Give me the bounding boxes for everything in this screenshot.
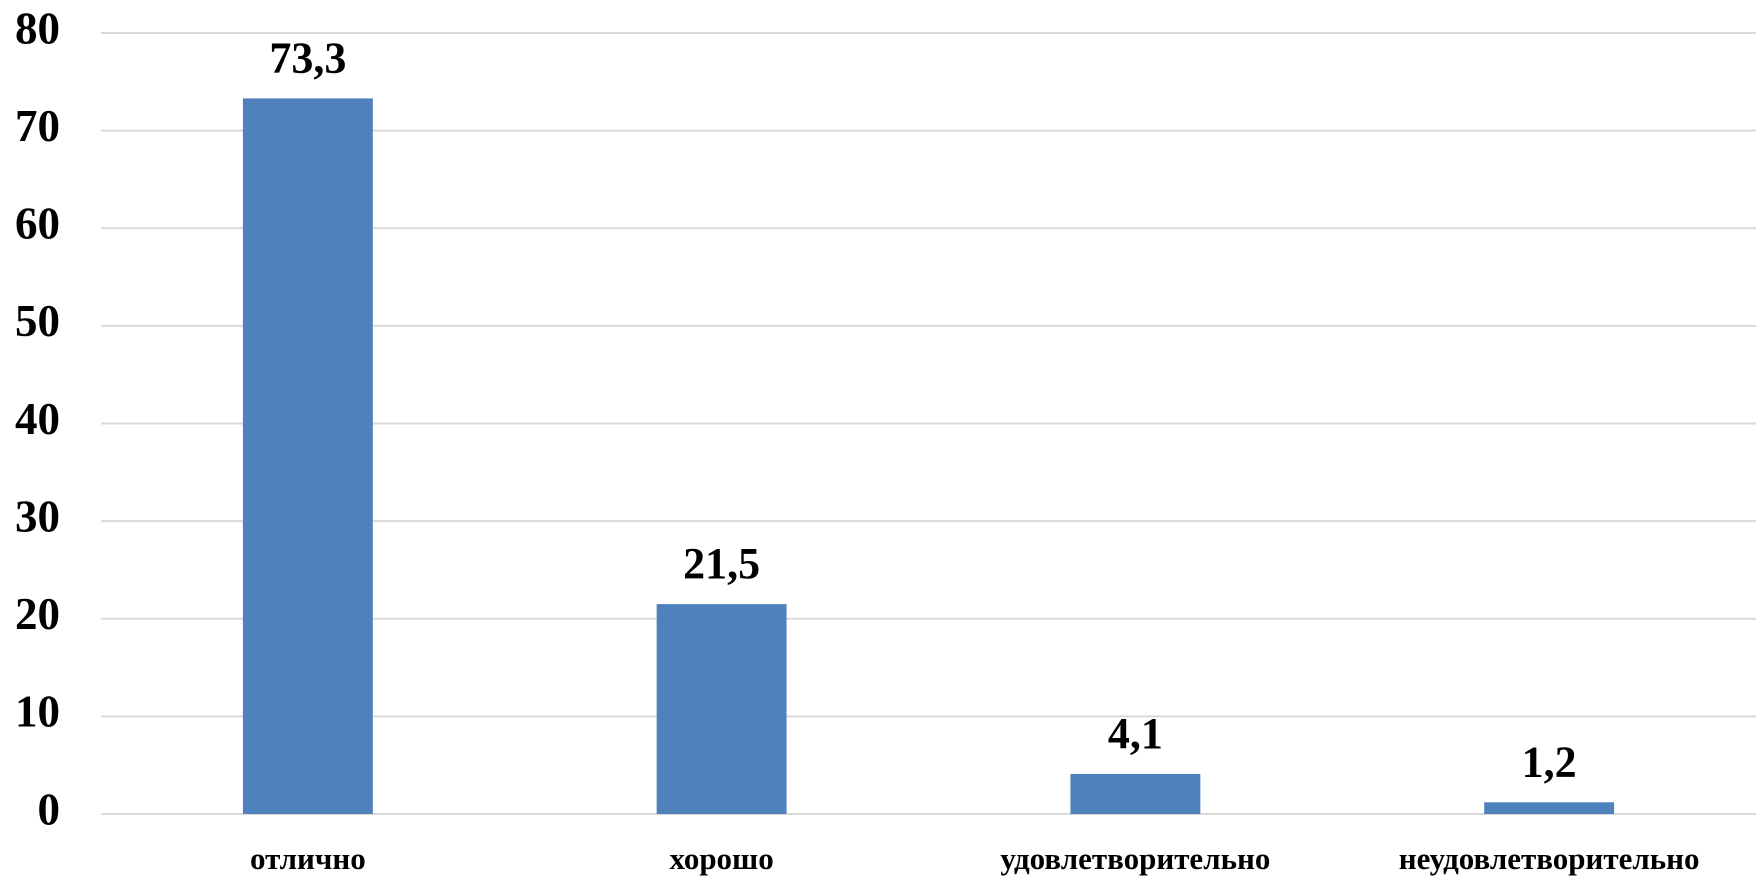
bar <box>1070 773 1201 814</box>
value-label: 4,1 <box>1108 709 1163 758</box>
value-label: 21,5 <box>683 539 760 588</box>
y-tick-label: 0 <box>38 784 61 834</box>
y-tick-label: 80 <box>15 3 60 53</box>
y-tick-label: 70 <box>15 101 60 151</box>
x-tick-label: удовлетворительно <box>1000 841 1270 876</box>
bar <box>656 604 787 814</box>
y-tick-label: 40 <box>15 394 60 444</box>
y-tick-label: 50 <box>15 296 60 346</box>
x-tick-label: неудовлетворительно <box>1399 841 1700 876</box>
x-tick-label: отлично <box>250 841 366 876</box>
value-label: 1,2 <box>1522 737 1577 786</box>
y-tick-label: 20 <box>15 589 60 639</box>
y-tick-label: 30 <box>15 491 60 541</box>
value-label: 73,3 <box>269 34 346 83</box>
bar <box>1484 802 1615 814</box>
bar <box>242 98 373 814</box>
x-tick-label: хорошо <box>670 841 774 876</box>
y-tick-label: 10 <box>15 687 60 737</box>
y-tick-label: 60 <box>15 199 60 249</box>
